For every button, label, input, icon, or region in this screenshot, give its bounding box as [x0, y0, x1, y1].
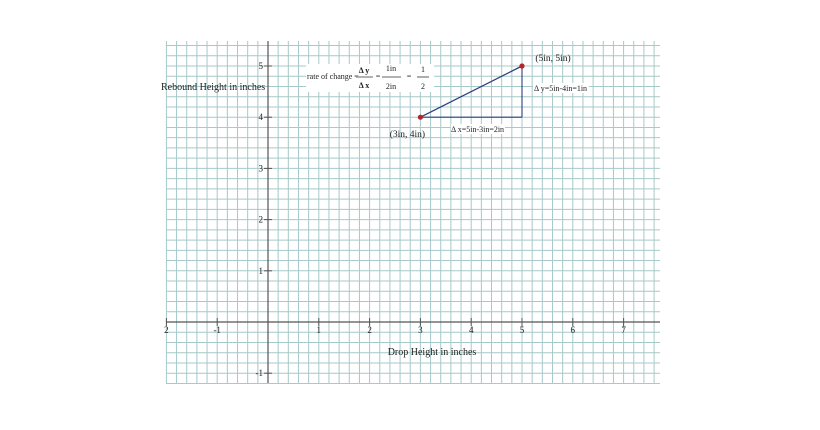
data-points: (3in, 4in) (5in, 5in) — [390, 53, 571, 140]
delta-x-label: Δ x=5in-3in=2in — [451, 125, 504, 134]
x-tick-label: 4 — [469, 325, 474, 335]
y-tick-label: 5 — [259, 61, 264, 71]
x-tick-label: 3 — [418, 325, 423, 335]
x-tick-label: 2 — [164, 325, 169, 335]
rise-run-triangle — [420, 65, 523, 118]
y-tick-label: 4 — [259, 112, 264, 122]
axes — [166, 41, 660, 383]
x-tick-label: -1 — [213, 325, 221, 335]
series-line — [420, 65, 523, 118]
x-tick-label: 6 — [571, 325, 576, 335]
y-tick-label: 2 — [259, 215, 264, 225]
point-label: (3in, 4in) — [390, 129, 425, 140]
formula-delta-y: Δ y — [359, 66, 370, 75]
point-label: (5in, 5in) — [535, 53, 570, 64]
ticks: 2 -1 1 2 3 4 5 6 7 5 4 3 2 1 -1 — [164, 61, 626, 378]
data-point — [417, 114, 423, 120]
formula-equals-1: = — [376, 72, 381, 81]
formula-numerator-2: 1 — [421, 65, 425, 74]
formula-equals-2: = — [407, 72, 412, 81]
x-tick-label: 2 — [367, 325, 372, 335]
y-axis-title: Rebound Height in inches — [161, 82, 265, 93]
y-tick-label: 1 — [259, 266, 264, 276]
formula-denominator-1: 2in — [386, 82, 396, 91]
formula-numerator-1: 1in — [386, 64, 396, 73]
data-point — [519, 63, 525, 69]
x-axis-title: Drop Height in inches — [388, 347, 477, 358]
x-tick-label: 7 — [621, 325, 626, 335]
x-tick-label: 5 — [520, 325, 525, 335]
formula-background — [306, 64, 434, 92]
delta-x-label-background — [451, 124, 505, 134]
formula-delta-x: Δ x — [359, 81, 370, 90]
formula-prefix: rate of change = — [307, 72, 359, 81]
y-tick-label: 3 — [259, 163, 264, 173]
delta-y-label: Δ y=5in-4in=1in — [534, 84, 587, 93]
formula-denominator-2: 2 — [421, 82, 425, 91]
x-tick-label: 1 — [317, 325, 322, 335]
delta-y-label-background — [533, 83, 589, 93]
y-tick-label: -1 — [256, 368, 264, 378]
rate-of-change-formula: rate of change = Δ y Δ x = 1in 2in = 1 2 — [306, 64, 434, 92]
